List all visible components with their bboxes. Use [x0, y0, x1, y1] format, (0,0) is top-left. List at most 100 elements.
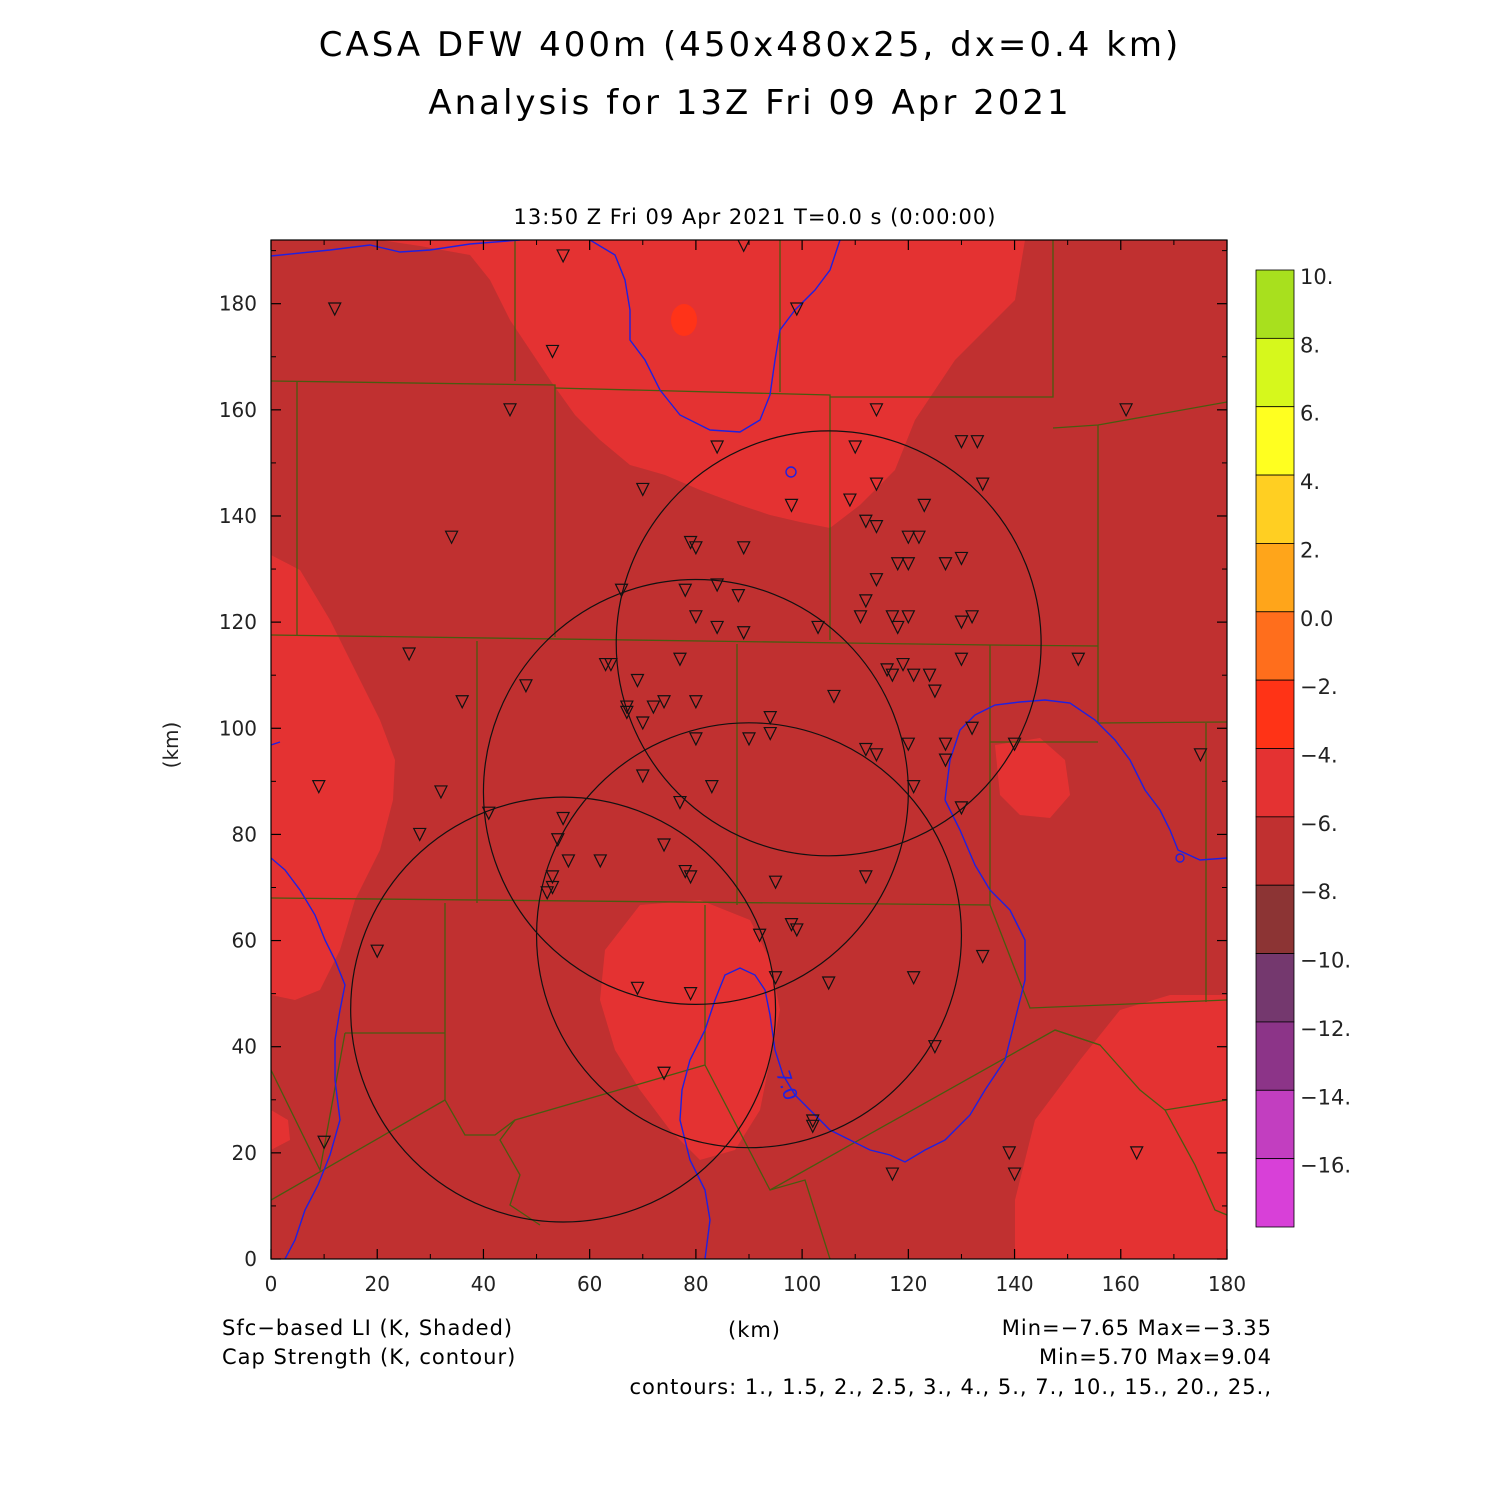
x-tick-label: 160 [1102, 1272, 1140, 1296]
colorbar-label: 8. [1300, 333, 1320, 357]
station-marker [784, 918, 799, 932]
footer-cap-minmax: Min=5.70 Max=9.04 [1038, 1345, 1272, 1369]
station-marker [890, 620, 905, 635]
station-marker [481, 806, 496, 821]
station-marker [556, 249, 571, 264]
colorbar-swatch [1255, 269, 1295, 339]
station-marker [688, 732, 703, 747]
station-marker [545, 344, 560, 359]
y-tick-label: 40 [232, 1035, 257, 1059]
station-marker [736, 541, 751, 556]
analysis-title: Analysis for 13Z Fri 09 Apr 2021 [428, 83, 1072, 123]
footer-contours: contours: 1., 1.5, 2., 2.5, 3., 4., 5., … [629, 1375, 1272, 1399]
station-marker [412, 827, 427, 842]
station-marker [603, 657, 618, 672]
colorbar-swatch [1255, 679, 1295, 749]
y-tick-label: 160 [219, 398, 257, 422]
station-marker [688, 695, 703, 710]
station-marker [768, 971, 783, 986]
station-marker [938, 737, 953, 752]
station-marker [550, 833, 565, 848]
station-marker [911, 530, 926, 545]
li-region-west [271, 555, 395, 1000]
station-marker [906, 668, 921, 683]
station-marker [614, 583, 629, 598]
station-marker [688, 610, 703, 625]
colorbar-label: −10. [1300, 949, 1351, 973]
li-region-southeast [1015, 995, 1227, 1259]
li-region-southwest-edge [271, 1110, 290, 1150]
station-marker [657, 695, 671, 710]
y-tick-label: 180 [219, 292, 257, 316]
y-tick-label: 120 [219, 610, 257, 634]
station-marker [927, 1040, 942, 1055]
radar-ring-1 [615, 430, 1042, 857]
x-tick-label: 20 [364, 1272, 389, 1296]
colorbar-label: 6. [1300, 402, 1320, 426]
colorbar-label: −14. [1300, 1085, 1351, 1109]
x-tick-label: 80 [683, 1272, 708, 1296]
x-tick-label: 60 [577, 1272, 602, 1296]
colorbar-swatch [1255, 611, 1295, 681]
station-marker [954, 435, 969, 450]
radar-ring-2 [482, 578, 909, 1006]
station-marker [742, 732, 756, 747]
colorbar-swatch [1255, 1089, 1295, 1160]
station-marker [672, 652, 687, 667]
station-marker [805, 1119, 820, 1134]
station-marker [763, 711, 778, 725]
station-marker [789, 923, 804, 938]
footer-cap-label: Cap Strength (K, contour) [222, 1345, 517, 1369]
station-marker [311, 780, 326, 794]
station-marker [646, 700, 661, 715]
y-tick-label: 140 [219, 504, 257, 528]
station-marker [672, 795, 687, 810]
station-marker [317, 1135, 332, 1150]
station-marker [1193, 748, 1208, 763]
colorbar-label: −8. [1300, 880, 1338, 904]
station-marker [954, 551, 969, 566]
station-marker [858, 742, 873, 757]
county-lines [271, 240, 1227, 1259]
station-marker [433, 785, 448, 800]
station-marker [737, 240, 751, 253]
station-marker [896, 657, 910, 672]
station-marker [731, 588, 746, 603]
station-marker [954, 615, 969, 630]
station-marker [805, 1114, 820, 1129]
colorbar-swatch [1255, 406, 1295, 476]
station-marker [853, 610, 868, 625]
x-tick-label: 180 [1208, 1272, 1246, 1296]
station-marker [710, 578, 725, 593]
station-marker [975, 477, 990, 492]
y-tick-label: 60 [232, 929, 257, 953]
y-tick-label: 20 [232, 1141, 257, 1165]
station-marker [683, 987, 698, 1001]
cap-strength-contour [271, 240, 1227, 1259]
station-marker [927, 684, 942, 699]
station-marker [657, 838, 671, 853]
colorbar-label: −2. [1300, 675, 1338, 699]
station-marker [885, 668, 900, 683]
colorbar-swatch [1255, 1021, 1295, 1091]
li-region-north [380, 240, 1025, 528]
station-marker [768, 875, 783, 890]
station-marker [678, 864, 693, 879]
station-marker [635, 716, 650, 731]
radar-ring-3 [535, 722, 963, 1149]
footer-li-minmax: Min=−7.65 Max=−3.35 [1001, 1316, 1272, 1340]
x-axis-label: (km) [728, 1318, 782, 1342]
li-region-center [600, 900, 780, 1160]
station-marker [688, 541, 703, 556]
station-marker [678, 583, 693, 598]
colorbar-label: 0.0 [1300, 607, 1333, 631]
station-marker [811, 620, 826, 635]
station-marker [975, 949, 990, 964]
station-marker [869, 748, 884, 763]
station-marker [1002, 1146, 1017, 1161]
radar-range-rings [350, 430, 1042, 1223]
colorbar-swatch [1255, 337, 1295, 408]
station-marker [901, 557, 916, 572]
station-marker [444, 530, 459, 545]
